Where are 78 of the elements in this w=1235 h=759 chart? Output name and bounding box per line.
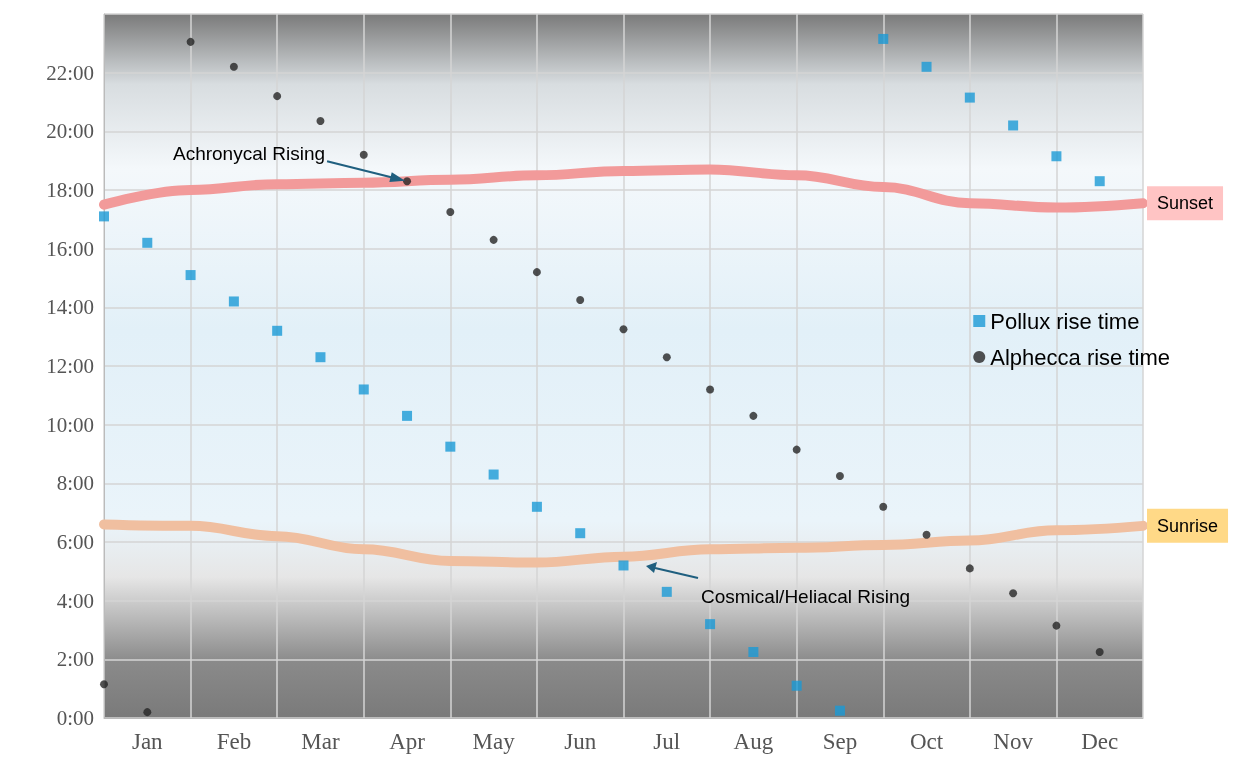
- x-tick-label: Aug: [733, 729, 774, 754]
- point: [576, 296, 585, 304]
- series-label: Sunrise: [1157, 515, 1219, 536]
- point: [834, 705, 845, 716]
- y-tick-label: 10:00: [46, 412, 94, 437]
- point: [272, 325, 283, 336]
- point: [835, 472, 844, 480]
- x-tick-label: Mar: [301, 729, 340, 754]
- point: [618, 560, 629, 571]
- point: [488, 469, 499, 480]
- point: [99, 211, 109, 222]
- point: [1051, 151, 1062, 162]
- point: [531, 501, 542, 512]
- point: [402, 410, 413, 421]
- x-tick-label: Nov: [993, 729, 1034, 754]
- y-tick-label: 6:00: [56, 530, 94, 554]
- point: [403, 177, 412, 186]
- x-tick-label: Dec: [1081, 729, 1119, 754]
- x-tick-label: Jul: [653, 729, 681, 754]
- y-tick-label: 22:00: [46, 60, 94, 85]
- x-tick-label: Feb: [216, 729, 252, 754]
- point: [1095, 648, 1104, 656]
- point: [662, 353, 671, 362]
- point: [792, 445, 801, 454]
- point: [445, 441, 456, 452]
- point: [705, 619, 716, 630]
- point: [185, 270, 196, 281]
- point: [1052, 621, 1061, 630]
- point: [1094, 176, 1105, 187]
- y-tick-label: 12:00: [46, 354, 94, 378]
- y-tick-label: 4:00: [56, 588, 94, 613]
- point: [749, 411, 758, 420]
- point: [1009, 589, 1018, 598]
- point: [878, 33, 889, 44]
- point: [186, 37, 195, 46]
- point: [143, 708, 152, 717]
- y-tick-label: 8:00: [56, 471, 94, 496]
- point: [575, 528, 586, 539]
- point: [791, 680, 802, 691]
- x-tick-label: May: [472, 729, 516, 754]
- point: [921, 61, 932, 72]
- legend-label: Alphecca rise time: [990, 344, 1171, 370]
- point: [229, 62, 238, 71]
- x-tick-label: Oct: [909, 729, 944, 754]
- x-tick-label: Jun: [564, 729, 597, 754]
- point: [532, 268, 541, 277]
- point: [922, 530, 931, 539]
- point: [316, 117, 325, 126]
- point: [879, 502, 888, 511]
- point: [142, 237, 153, 248]
- point: [446, 208, 455, 216]
- y-tick-label: 0:00: [56, 706, 94, 730]
- x-tick-label: Apr: [389, 729, 426, 754]
- point: [358, 384, 369, 395]
- x-tick-label: Sep: [822, 729, 858, 754]
- y-tick-label: 18:00: [46, 178, 94, 202]
- y-tick-label: 14:00: [46, 295, 94, 320]
- point: [228, 296, 239, 307]
- point: [489, 235, 498, 244]
- y-tick-label: 20:00: [46, 119, 94, 144]
- y-tick-label: 2:00: [56, 647, 94, 672]
- y-tick-label: 16:00: [46, 236, 94, 261]
- annotation: Achronycal Rising: [172, 142, 326, 164]
- point: [1008, 120, 1019, 131]
- point: [359, 150, 368, 159]
- point: [619, 325, 628, 334]
- point: [661, 586, 672, 597]
- point: [706, 385, 715, 394]
- point: [964, 92, 975, 103]
- series-label: Sunset: [1157, 193, 1214, 214]
- x-tick-label: Jan: [131, 729, 164, 754]
- point: [965, 564, 974, 573]
- point: [748, 647, 759, 657]
- point: [100, 680, 108, 689]
- annotation: Cosmical/Heliacal Rising: [701, 585, 911, 607]
- point: [315, 352, 326, 363]
- legend-label: Pollux rise time: [990, 308, 1140, 334]
- point: [273, 92, 282, 101]
